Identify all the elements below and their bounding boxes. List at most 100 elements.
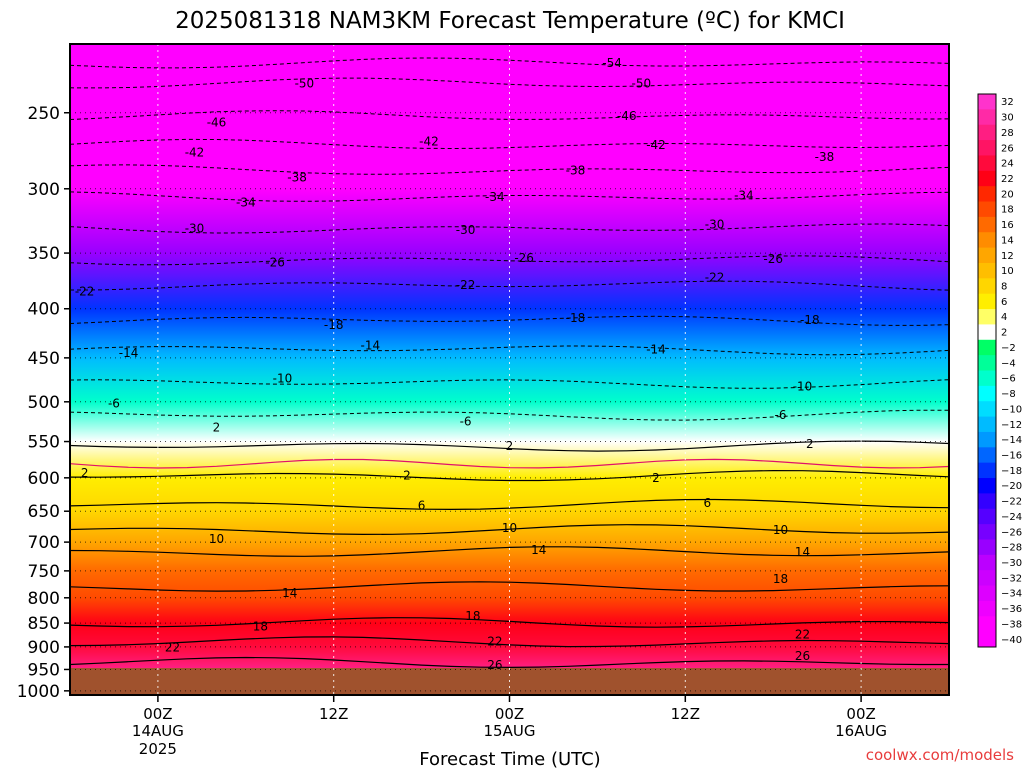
- colorbar-swatch: [978, 109, 996, 126]
- colorbar-swatch: [978, 447, 996, 464]
- colorbar-swatch: [978, 155, 996, 172]
- colorbar-label: −20: [1001, 481, 1022, 492]
- contour-label: -38: [287, 171, 307, 185]
- contour-label: 10: [209, 532, 224, 546]
- colorbar-label: 12: [1001, 251, 1014, 262]
- contour-label: 22: [165, 640, 180, 654]
- colorbar-swatch: [978, 385, 996, 402]
- colorbar: 32 30 28 26 24 22 20 18 16 14 12 10 8 6 4 2 −2 −4 −6 −8 −10 −…: [977, 93, 1022, 648]
- contour-label: 2: [81, 466, 89, 480]
- contour-label: -6: [460, 414, 472, 428]
- x-tick-label: 12Z: [319, 705, 348, 723]
- contour-label: 2: [213, 421, 221, 435]
- colorbar-swatch: [978, 478, 996, 494]
- contour-label: 10: [502, 521, 517, 535]
- x-tick-date: 15AUG: [484, 722, 536, 740]
- contour-label: -14: [119, 346, 139, 360]
- contour-label: -14: [361, 339, 381, 353]
- contour-label: -34: [734, 189, 754, 203]
- contour-label: -6: [108, 396, 120, 410]
- contour-label: -46: [207, 116, 227, 130]
- colorbar-swatch: [978, 278, 996, 295]
- contour-label: -54: [602, 56, 622, 70]
- contour-label: -22: [75, 285, 95, 299]
- colorbar-swatch: [978, 539, 996, 556]
- colorbar-label: −26: [1001, 527, 1022, 538]
- isotherm-line: [69, 498, 950, 511]
- isotherm-line: [69, 469, 950, 482]
- y-tick-label: 550: [28, 433, 60, 453]
- contour-label: -34: [485, 190, 505, 204]
- contour-label: 14: [282, 586, 297, 600]
- colorbar-label: −34: [1001, 589, 1022, 600]
- contour-label: -6: [775, 408, 787, 422]
- x-tick-date: 16AUG: [835, 722, 887, 740]
- contour-label: 6: [418, 498, 426, 512]
- colorbar-swatch: [978, 508, 996, 525]
- contour-label: 6: [703, 496, 711, 510]
- contour-label: 2: [506, 439, 514, 453]
- isotherm-contours: [69, 57, 950, 669]
- colorbar-label: 22: [1001, 174, 1014, 185]
- contour-label: -50: [632, 76, 652, 90]
- contour-label: 14: [795, 545, 810, 559]
- contour-label: -34: [236, 195, 256, 209]
- contour-label: -42: [419, 135, 439, 149]
- contour-label: -42: [185, 145, 205, 159]
- y-tick-label: 250: [28, 104, 60, 124]
- colorbar-label: −40: [1001, 635, 1022, 646]
- contour-label: -38: [815, 150, 835, 164]
- colorbar-label: 24: [1001, 159, 1014, 170]
- colorbar-label: 18: [1001, 205, 1014, 216]
- colorbar-swatch: [978, 309, 996, 325]
- x-tick-label: 00Z: [846, 705, 875, 723]
- x-axis-label: Forecast Time (UTC): [419, 749, 600, 768]
- contour-label: 18: [253, 619, 268, 633]
- contour-label: -30: [456, 223, 476, 237]
- y-tick-label: 850: [28, 614, 60, 634]
- colorbar-label: −30: [1001, 558, 1022, 569]
- contour-label: 26: [487, 658, 502, 672]
- colorbar-label: −8: [1001, 389, 1016, 400]
- x-tick-label: 00Z: [495, 705, 524, 723]
- y-tick-label: 400: [28, 300, 60, 320]
- colorbar-swatch: [978, 232, 996, 249]
- contour-label: 18: [465, 609, 480, 623]
- colorbar-swatch: [978, 416, 996, 433]
- x-tick-date: 14AUG: [132, 722, 184, 740]
- colorbar-label: 28: [1001, 128, 1014, 139]
- y-tick-label: 650: [28, 502, 60, 522]
- contour-label: -26: [265, 255, 285, 269]
- contour-label: -26: [514, 251, 534, 265]
- contour-label: 2: [403, 469, 411, 483]
- colorbar-swatch: [978, 616, 996, 633]
- contour-label: 22: [487, 634, 502, 648]
- colorbar-swatch: [978, 339, 996, 356]
- y-tick-label: 700: [28, 533, 60, 553]
- colorbar-label: −16: [1001, 450, 1022, 461]
- contour-label: -42: [646, 138, 666, 152]
- colorbar-label: −12: [1001, 420, 1022, 431]
- colorbar-label: −2: [1001, 343, 1016, 354]
- colorbar-swatch: [978, 631, 996, 648]
- x-tick-label: 12Z: [671, 705, 700, 723]
- colorbar-label: −38: [1001, 619, 1022, 630]
- colorbar-swatch: [978, 247, 996, 264]
- isotherm-line: [69, 581, 950, 592]
- y-tick-label: 800: [28, 589, 60, 609]
- contour-label: 18: [773, 572, 788, 586]
- colorbar-label: −32: [1001, 573, 1022, 584]
- credit-link[interactable]: coolwx.com/models: [866, 746, 1014, 764]
- isotherm-line: [69, 524, 950, 536]
- chart-title: 2025081318 NAM3KM Forecast Temperature (…: [175, 8, 845, 34]
- colorbar-label: 14: [1001, 235, 1014, 246]
- colorbar-swatch: [978, 462, 996, 479]
- contour-label: -46: [617, 109, 637, 123]
- contour-label: -10: [793, 380, 813, 394]
- y-tick-label: 1000: [17, 682, 60, 702]
- isotherm-line: [69, 546, 950, 557]
- colorbar-label: −6: [1001, 374, 1016, 385]
- contour-label: 2: [652, 471, 660, 485]
- contour-label: -26: [763, 252, 783, 266]
